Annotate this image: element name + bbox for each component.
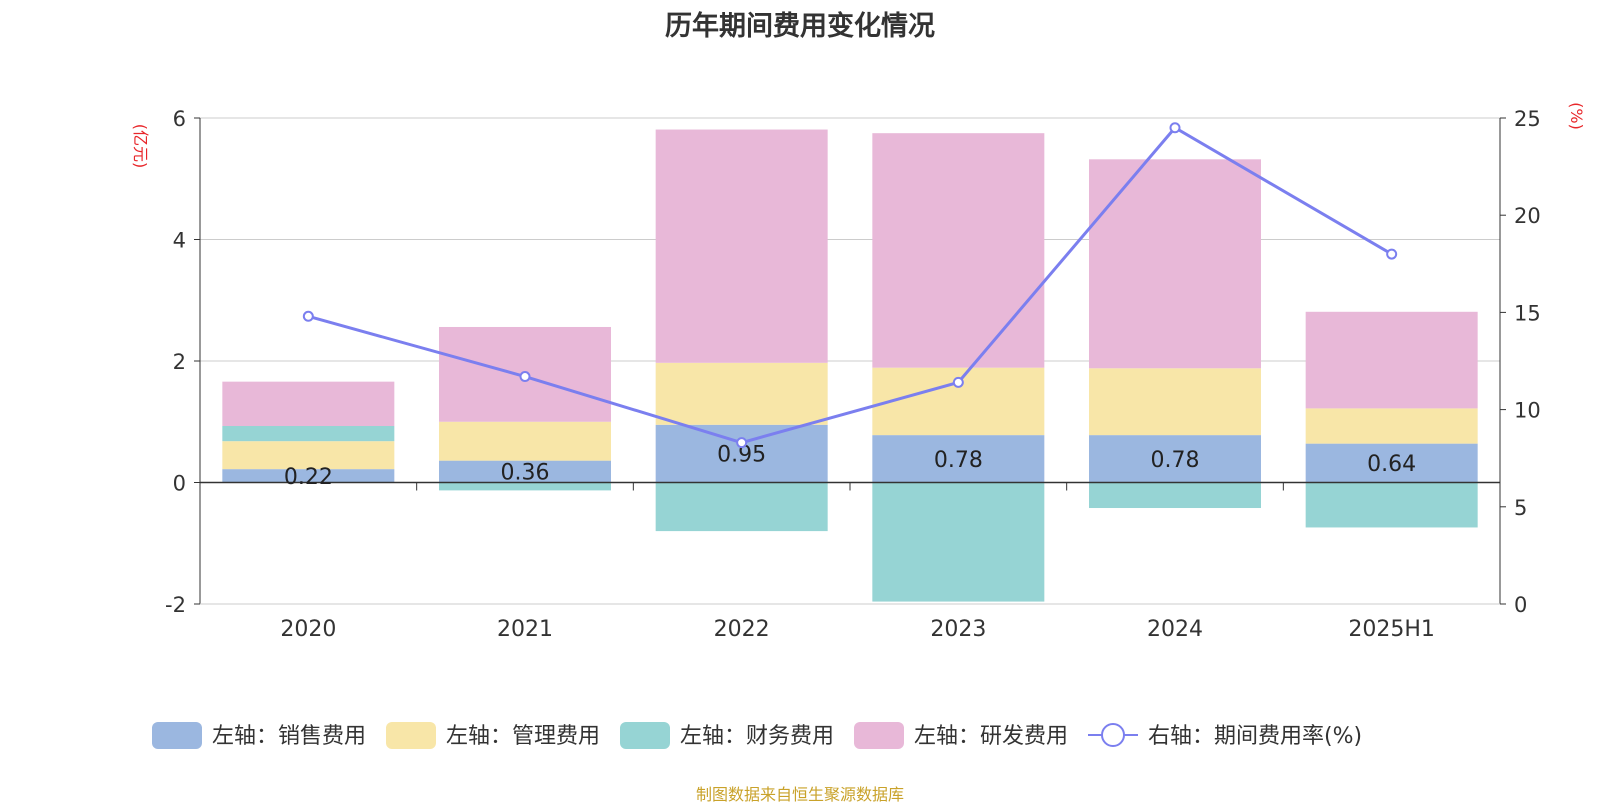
legend-swatch [152, 722, 202, 749]
right-axis-tick-label: 0 [1514, 593, 1527, 617]
legend-label: 左轴：财务费用 [680, 724, 834, 749]
legend-swatch [386, 722, 436, 749]
bar-segment [1089, 159, 1261, 369]
legend-label: 左轴：研发费用 [914, 724, 1068, 749]
chart-title: 历年期间费用变化情况 [665, 11, 935, 42]
bar-segment [222, 381, 395, 427]
left-axis-tick-label: 2 [173, 350, 186, 374]
bar-segment [1089, 368, 1261, 436]
bar-segment [1089, 435, 1261, 483]
legend-label: 左轴：管理费用 [446, 724, 600, 749]
legend-line-marker [1101, 723, 1125, 747]
right-axis-tick-label: 10 [1514, 399, 1541, 423]
bar-segment [872, 482, 1045, 602]
legend-swatch [854, 722, 904, 749]
bar-segment [439, 482, 611, 491]
legend-label: 右轴：期间费用率(%) [1148, 724, 1362, 749]
rate-point [519, 371, 531, 383]
data-source-note: 制图数据来自恒生聚源数据库 [695, 785, 904, 804]
bar-segment [872, 133, 1045, 368]
rate-point [302, 310, 314, 322]
data-label: 0.78 [1151, 448, 1200, 473]
bar-segment [222, 469, 395, 483]
bar-segment [1305, 443, 1478, 483]
right-axis-tick-label: 25 [1514, 107, 1541, 131]
bar-segment [1089, 482, 1261, 509]
category-label: 2021 [497, 617, 553, 642]
category-label: 2023 [930, 617, 986, 642]
right-axis-tick-label: 5 [1514, 496, 1527, 520]
data-label: 0.36 [501, 461, 550, 486]
rate-line [307, 125, 1393, 445]
legend-label: 左轴：销售费用 [212, 724, 366, 749]
bar-segment [222, 441, 395, 470]
data-label: 0.78 [934, 448, 983, 473]
legend-swatch [620, 722, 670, 749]
category-label: 2022 [714, 617, 770, 642]
data-label: 0.64 [1367, 452, 1416, 477]
bar-segment [655, 129, 828, 363]
rate-point [952, 376, 964, 388]
category-label: 2024 [1147, 617, 1203, 642]
bar-segment [1305, 311, 1478, 409]
bar-segment [655, 362, 828, 425]
rate-point [1169, 122, 1181, 134]
data-label: 0.22 [284, 465, 333, 490]
right-axis-title: (%) [1567, 102, 1586, 130]
left-axis-tick-label: 4 [173, 229, 186, 253]
left-axis-tick-label: 0 [173, 472, 186, 496]
left-axis-title: (亿元) [131, 124, 150, 169]
right-axis-tick-label: 20 [1514, 204, 1541, 228]
category-label: 2025H1 [1348, 617, 1435, 642]
bar-segment [1305, 408, 1478, 444]
bar-segment [439, 421, 611, 461]
rate-point [1386, 248, 1398, 260]
category-label: 2020 [280, 617, 336, 642]
left-axis-tick-label: 6 [173, 107, 186, 131]
bar-segment [872, 435, 1045, 483]
rate-point [736, 437, 748, 449]
bar-segment [655, 482, 828, 532]
bar-segment [222, 426, 395, 442]
bar-segment [655, 424, 828, 483]
bar-segment [439, 460, 611, 483]
bar-segment [1305, 482, 1478, 528]
left-axis-tick-label: -2 [165, 593, 186, 617]
right-axis-tick-label: 15 [1514, 301, 1541, 325]
